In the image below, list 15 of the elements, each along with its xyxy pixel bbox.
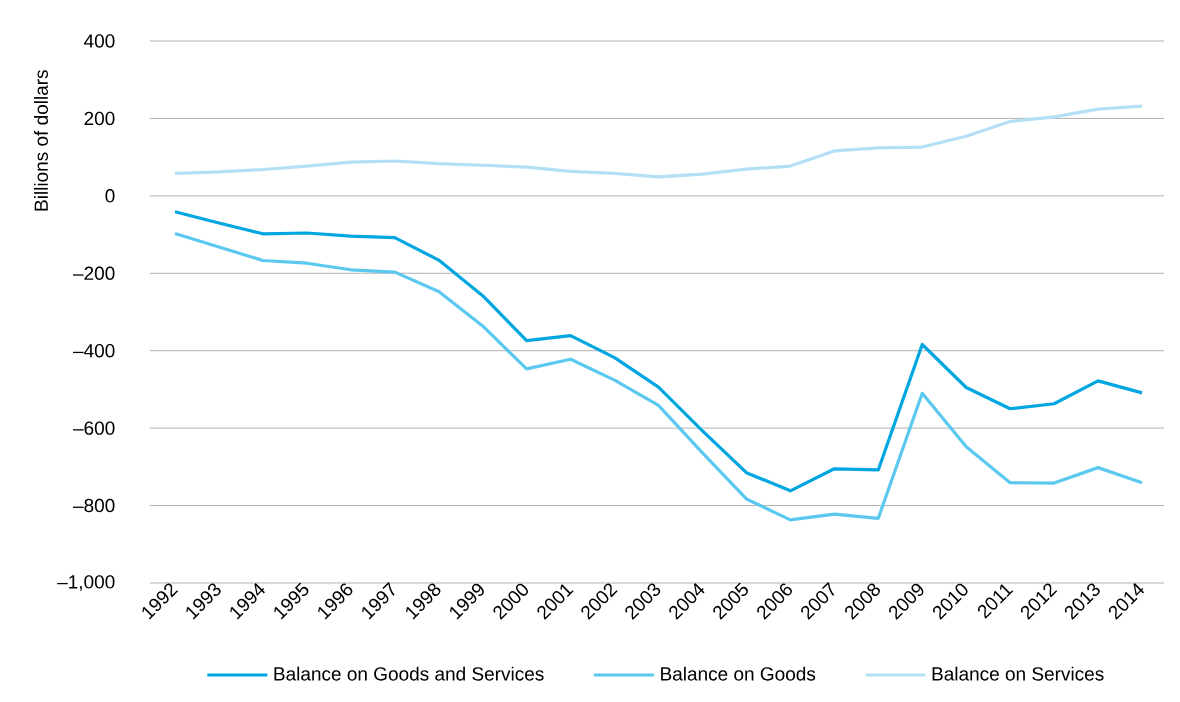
y-tick-label: –1,000 <box>57 575 115 591</box>
y-tick-label: –600 <box>73 421 115 435</box>
y-tick-label: 400 <box>84 34 115 48</box>
y-tick-label: –200 <box>73 266 115 280</box>
y-tick-label: –400 <box>73 343 115 358</box>
y-tick-label: 200 <box>84 111 115 126</box>
legend-label: Balance on Services <box>932 666 1104 681</box>
line-series <box>173 231 1144 522</box>
line-series <box>173 210 1144 493</box>
y-tick-label: –800 <box>73 498 115 513</box>
y-axis-title: Billions of dollars <box>34 70 48 211</box>
legend-label: Balance on Goods <box>661 666 816 681</box>
line-series <box>173 104 1144 179</box>
y-tick-label: 0 <box>105 189 115 203</box>
legend-label: Balance on Goods and Services <box>274 666 544 681</box>
